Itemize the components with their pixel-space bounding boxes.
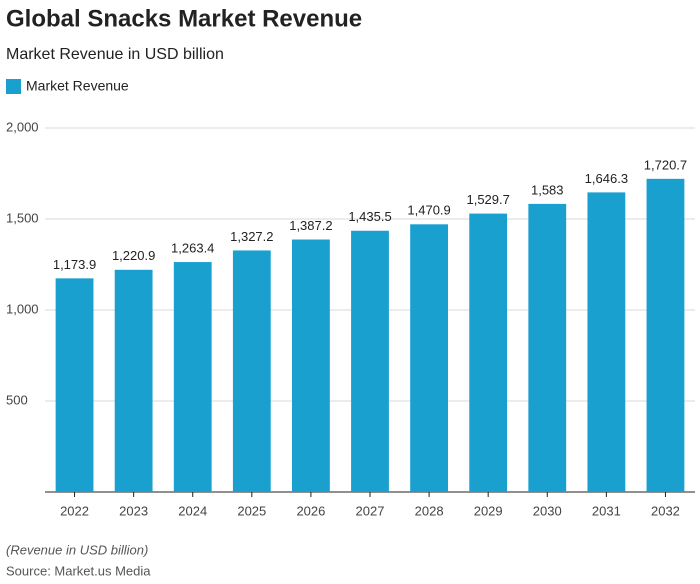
chart-title: Global Snacks Market Revenue: [6, 5, 362, 32]
x-tick-label: 2026: [296, 503, 325, 518]
value-label: 1,327.2: [230, 229, 273, 244]
bar: [114, 269, 153, 492]
x-tick-label: 2029: [474, 503, 503, 518]
note: (Revenue in USD billion): [6, 542, 148, 557]
bar: [55, 278, 94, 492]
value-label: 1,646.3: [585, 171, 628, 186]
y-tick-label: 1,500: [6, 210, 39, 225]
x-tick-label: 2027: [356, 503, 385, 518]
source: Source: Market.us Media: [6, 563, 151, 578]
legend-label: Market Revenue: [26, 78, 129, 94]
x-tick-label: 2023: [119, 503, 148, 518]
value-label: 1,470.9: [407, 203, 450, 218]
x-tick-label: 2022: [60, 503, 89, 518]
x-tick-label: 2031: [592, 503, 621, 518]
y-tick-label: 1,000: [6, 301, 39, 316]
value-label: 1,435.5: [348, 209, 391, 224]
bar: [587, 192, 626, 492]
value-label: 1,263.4: [171, 240, 214, 255]
value-label: 1,173.9: [53, 257, 96, 272]
bar: [173, 262, 212, 492]
bar: [351, 230, 389, 492]
bar: [410, 224, 448, 492]
bar: [528, 203, 567, 493]
value-label: 1,220.9: [112, 248, 155, 263]
bar: [292, 239, 330, 492]
x-tick-label: 2030: [533, 503, 562, 518]
legend-swatch: [6, 79, 21, 94]
chart-subtitle: Market Revenue in USD billion: [6, 46, 224, 63]
x-tick-label: 2024: [178, 503, 207, 518]
value-label: 1,529.7: [466, 192, 509, 207]
x-tick-label: 2028: [415, 503, 444, 518]
x-tick-label: 2032: [651, 503, 680, 518]
value-label: 1,583: [531, 182, 564, 197]
y-tick-label: 2,000: [6, 119, 39, 134]
value-label: 1,720.7: [644, 157, 687, 172]
y-tick-label: 500: [6, 392, 28, 407]
x-tick-label: 2025: [237, 503, 266, 518]
value-label: 1,387.2: [289, 218, 332, 233]
bar: [469, 213, 508, 492]
bar: [646, 178, 685, 493]
bar: [232, 250, 271, 492]
